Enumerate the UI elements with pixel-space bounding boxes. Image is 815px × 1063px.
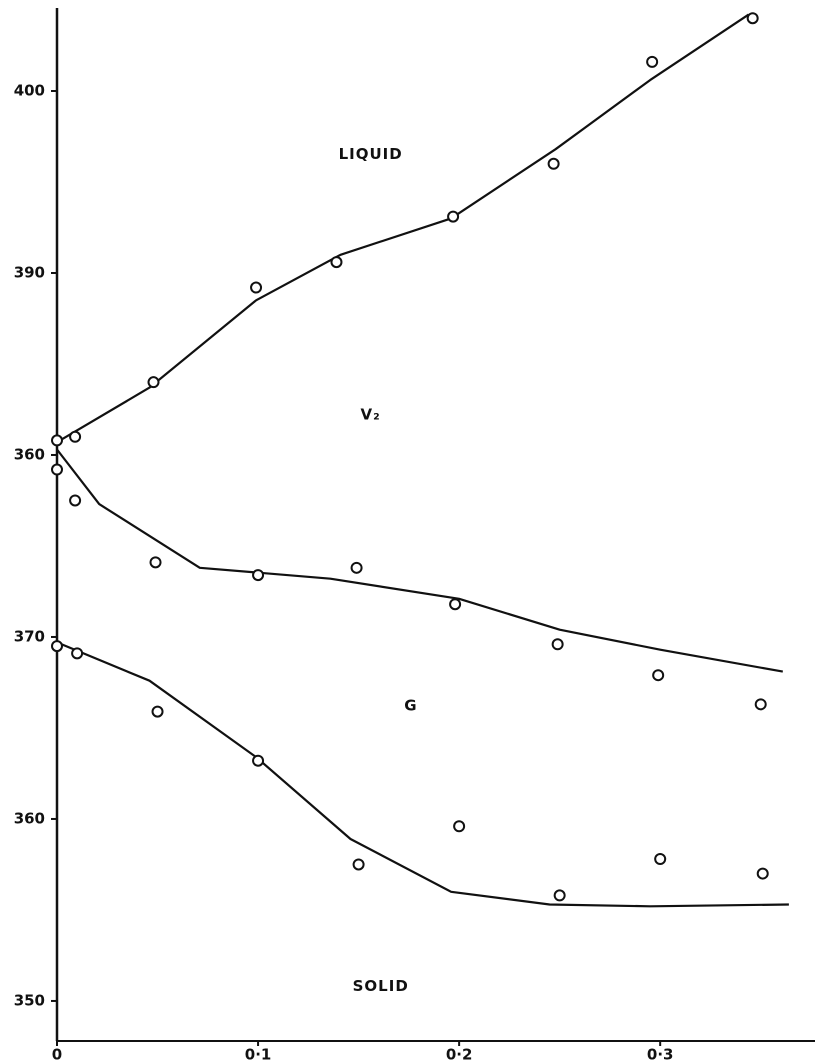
- data-point: [447, 210, 460, 223]
- data-point: [151, 705, 164, 718]
- data-point: [51, 640, 63, 653]
- y-tick-label: 350: [14, 991, 45, 1009]
- data-point: [69, 494, 82, 507]
- data-point: [654, 853, 667, 866]
- region-label: V₂: [361, 405, 381, 423]
- region-label: LIQUID: [339, 145, 403, 163]
- data-point: [754, 698, 767, 711]
- data-point: [352, 858, 365, 871]
- y-tick-label: 370: [14, 627, 45, 645]
- data-point: [551, 638, 564, 651]
- data-point: [71, 647, 84, 660]
- y-tick-label: 360: [14, 809, 45, 827]
- data-point: [147, 376, 160, 389]
- x-tick-label: 0·2: [446, 1046, 473, 1063]
- x-tick-label: 0: [52, 1046, 62, 1063]
- data-point: [252, 569, 265, 582]
- data-point: [51, 463, 63, 476]
- region-label: G: [404, 697, 417, 715]
- y-tick-label: 360: [14, 445, 45, 463]
- data-point: [252, 754, 265, 767]
- data-point: [652, 669, 665, 682]
- fit-curve: [56, 13, 750, 444]
- data-point: [350, 561, 363, 574]
- data-point: [453, 820, 466, 833]
- data-point: [553, 889, 566, 902]
- y-tick-label: 400: [14, 81, 45, 99]
- data-point: [250, 281, 263, 294]
- data-point: [646, 55, 659, 68]
- data-point: [756, 867, 769, 880]
- fit-curve: [56, 641, 789, 908]
- x-tick-label: 0·1: [245, 1046, 272, 1063]
- x-tick-label: 0·3: [647, 1046, 674, 1063]
- data-point: [449, 598, 462, 611]
- region-label: SOLID: [353, 977, 409, 995]
- data-point: [149, 556, 162, 569]
- y-tick-label: 390: [14, 263, 45, 281]
- data-point: [330, 256, 343, 269]
- data-point: [746, 12, 759, 25]
- data-point: [69, 430, 82, 443]
- data-point: [547, 157, 560, 170]
- data-point: [51, 434, 63, 447]
- fit-curve: [56, 448, 783, 673]
